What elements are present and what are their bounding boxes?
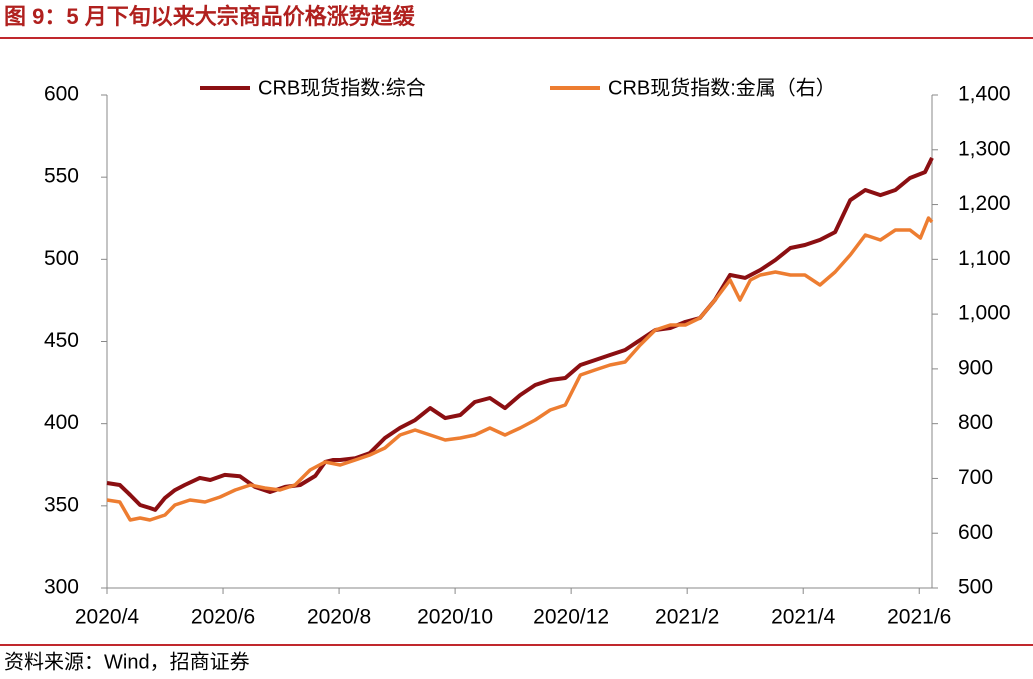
y-tick-label: 300 bbox=[44, 576, 79, 599]
series-line bbox=[106, 216, 934, 522]
y-tick-label: 500 bbox=[44, 247, 79, 270]
y2-tick-label: 1,300 bbox=[958, 137, 1011, 160]
legend-label: CRB现货指数:综合 bbox=[258, 76, 426, 99]
y2-tick-label: 1,200 bbox=[958, 192, 1011, 215]
x-tick-label: 2020/4 bbox=[75, 606, 140, 629]
legend-label: CRB现货指数:金属（右） bbox=[608, 76, 836, 99]
y2-tick-label: 600 bbox=[958, 521, 993, 544]
y2-tick-label: 700 bbox=[958, 466, 993, 489]
y2-tick-label: 1,100 bbox=[958, 247, 1011, 270]
chart-title: 图 9：5 月下旬以来大宗商品价格涨势趋缓 bbox=[4, 4, 416, 29]
series-line bbox=[106, 157, 934, 512]
y-tick-label: 400 bbox=[44, 411, 79, 434]
y-tick-label: 350 bbox=[44, 493, 79, 516]
x-tick-label: 2020/12 bbox=[533, 606, 609, 629]
x-tick-label: 2021/4 bbox=[771, 606, 836, 629]
y2-tick-label: 1,400 bbox=[958, 83, 1011, 106]
y2-tick-label: 1,000 bbox=[958, 302, 1011, 325]
x-tick-label: 2021/6 bbox=[887, 606, 951, 629]
y-tick-label: 450 bbox=[44, 329, 79, 352]
source: 资料来源：Wind，招商证券 bbox=[4, 650, 250, 673]
x-tick-label: 2021/2 bbox=[655, 606, 719, 629]
x-tick-label: 2020/8 bbox=[307, 606, 371, 629]
x-tick-label: 2020/10 bbox=[417, 606, 493, 629]
x-tick-label: 2020/6 bbox=[191, 606, 255, 629]
y2-tick-label: 900 bbox=[958, 356, 993, 379]
y2-tick-label: 500 bbox=[958, 576, 993, 599]
y-tick-label: 550 bbox=[44, 165, 79, 188]
y-tick-label: 600 bbox=[44, 83, 79, 106]
y2-tick-label: 800 bbox=[958, 411, 993, 434]
